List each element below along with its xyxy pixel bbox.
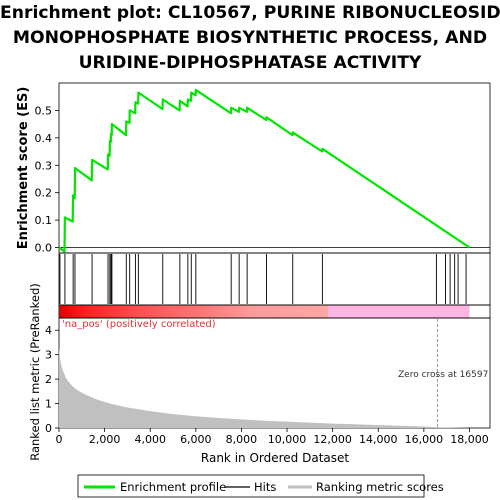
- x-tick-label: 6,000: [180, 433, 212, 446]
- x-tick-label: 2,000: [89, 433, 121, 446]
- metric-y-tick-label: 2: [45, 373, 52, 386]
- es-y-axis-label: Enrichment score (ES): [16, 87, 31, 250]
- metric-y-axis-label: Ranked list metric (PreRanked): [28, 283, 42, 461]
- rank-bar-negative: [328, 305, 470, 318]
- x-tick-label: 4,000: [134, 433, 166, 446]
- es-y-tick-label: 0.3: [35, 159, 53, 172]
- title-line-1: Enrichment plot: CL10567, PURINE RIBONUC…: [0, 3, 500, 23]
- hits-panel-frame: [58, 252, 491, 306]
- chart-title: Enrichment plot: CL10567, PURINE RIBONUC…: [0, 1, 500, 76]
- rank-bar-positive: [59, 305, 329, 318]
- ranking-metric-area: [59, 347, 470, 428]
- x-tick-label: 0: [56, 433, 63, 446]
- x-tick-label: 12,000: [313, 433, 352, 446]
- es-y-tick-label: 0.1: [35, 214, 53, 227]
- metric-y-tick-label: 3: [45, 349, 52, 362]
- metric-y-tick-label: 0: [45, 422, 52, 435]
- x-axis-label: Rank in Ordered Dataset: [201, 451, 349, 465]
- metric-y-ticks: 0 1 2 3 4: [45, 324, 59, 435]
- positive-correlation-label: 'na_pos' (positively correlated): [62, 319, 216, 330]
- metric-y-tick-label: 1: [45, 398, 52, 411]
- x-tick-label: 14,000: [359, 433, 398, 446]
- legend-metric-label: Ranking metric scores: [316, 480, 444, 494]
- x-tick-label: 18,000: [450, 433, 489, 446]
- hit-lines: [59, 254, 467, 304]
- zero-cross-label: Zero cross at 16597: [398, 370, 488, 380]
- metric-y-tick-label: 4: [45, 324, 52, 337]
- es-panel-frame: [58, 82, 491, 254]
- legend-hits-label: Hits: [254, 480, 276, 494]
- title-line-3: URIDINE-DIPHOSPHATASE ACTIVITY: [78, 53, 422, 73]
- legend-box: [77, 474, 425, 498]
- x-axis-ticks: 0 2,000 4,000 6,000 8,000 10,000 12,000 14,000 1…: [56, 428, 489, 446]
- legend-profile-label: Enrichment profile: [120, 480, 226, 494]
- title-line-2: MONOPHOSPHATE BIOSYNTHETIC PROCESS, AND: [12, 28, 488, 48]
- es-y-tick-label: 0.5: [35, 104, 53, 117]
- x-tick-label: 16,000: [405, 433, 444, 446]
- es-y-tick-label: 0.0: [35, 242, 53, 255]
- es-y-tick-label: 0.4: [35, 132, 53, 145]
- x-tick-label: 8,000: [226, 433, 258, 446]
- enrichment-profile-line: [58, 88, 471, 253]
- es-y-ticks: 0.0 0.1 0.2 0.3 0.4 0.5: [35, 104, 59, 255]
- x-tick-label: 10,000: [268, 433, 307, 446]
- es-y-tick-label: 0.2: [35, 187, 53, 200]
